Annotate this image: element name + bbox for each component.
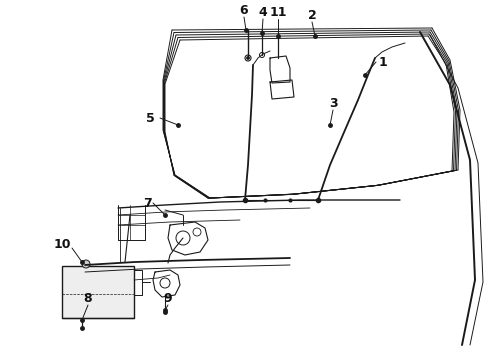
Text: 2: 2	[308, 9, 317, 22]
Text: 4: 4	[259, 5, 268, 18]
Text: 5: 5	[146, 112, 154, 125]
Circle shape	[245, 55, 251, 61]
Text: 6: 6	[240, 4, 248, 17]
Text: 9: 9	[164, 292, 172, 305]
Text: 7: 7	[143, 197, 151, 210]
Text: 1: 1	[379, 55, 388, 68]
Text: 3: 3	[329, 96, 337, 109]
Circle shape	[260, 53, 265, 58]
FancyBboxPatch shape	[62, 266, 134, 318]
Text: 8: 8	[84, 292, 92, 305]
Text: 10: 10	[53, 239, 71, 252]
Circle shape	[82, 260, 90, 268]
Circle shape	[246, 57, 249, 59]
Text: 11: 11	[269, 5, 287, 18]
